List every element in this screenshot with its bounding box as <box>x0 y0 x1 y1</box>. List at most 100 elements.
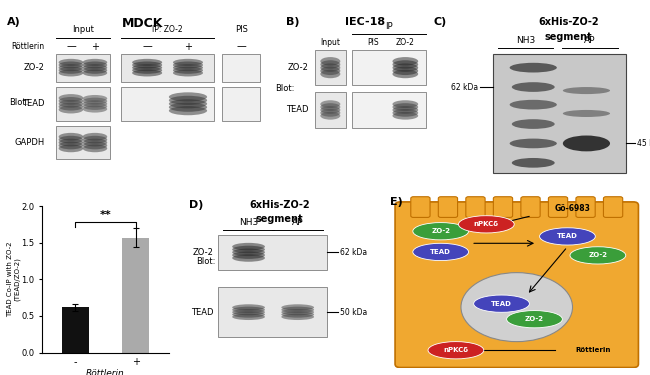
Ellipse shape <box>232 246 265 253</box>
Text: ZO-2: ZO-2 <box>431 228 450 234</box>
Ellipse shape <box>58 139 83 146</box>
Text: TEAD: TEAD <box>22 99 45 108</box>
Text: Blot:: Blot: <box>275 84 294 93</box>
Ellipse shape <box>458 216 514 233</box>
Ellipse shape <box>540 228 595 245</box>
Ellipse shape <box>393 106 418 114</box>
Text: ZO-2: ZO-2 <box>588 252 607 258</box>
Ellipse shape <box>132 67 162 74</box>
Ellipse shape <box>512 119 554 129</box>
Bar <box>218 235 327 270</box>
Text: 62 kDa: 62 kDa <box>339 248 367 257</box>
Ellipse shape <box>58 100 83 108</box>
Text: AP: AP <box>584 36 595 45</box>
Ellipse shape <box>320 57 341 66</box>
X-axis label: Röttlerin: Röttlerin <box>86 369 125 375</box>
Text: PIS: PIS <box>235 25 248 34</box>
Ellipse shape <box>83 64 107 71</box>
Ellipse shape <box>281 311 314 318</box>
Text: ZO-2: ZO-2 <box>525 316 544 322</box>
Ellipse shape <box>232 254 265 262</box>
Text: Input: Input <box>72 25 94 34</box>
Text: MDCK: MDCK <box>122 16 164 30</box>
Text: D): D) <box>188 200 203 210</box>
Ellipse shape <box>173 64 203 71</box>
FancyBboxPatch shape <box>395 202 638 368</box>
Text: segment: segment <box>545 32 592 42</box>
Ellipse shape <box>173 59 203 66</box>
Text: ZO-2: ZO-2 <box>396 39 415 48</box>
Ellipse shape <box>173 67 203 74</box>
Text: IEC-18: IEC-18 <box>344 16 385 27</box>
Ellipse shape <box>58 144 83 152</box>
Ellipse shape <box>58 133 83 141</box>
Ellipse shape <box>320 112 341 120</box>
Bar <box>56 87 111 120</box>
FancyBboxPatch shape <box>603 197 623 217</box>
Bar <box>121 54 214 82</box>
Text: A): A) <box>6 16 20 27</box>
Bar <box>56 126 111 159</box>
Text: TEAD: TEAD <box>491 301 512 307</box>
Ellipse shape <box>232 251 265 259</box>
Bar <box>222 87 261 120</box>
Ellipse shape <box>58 59 83 66</box>
Ellipse shape <box>393 63 418 72</box>
Ellipse shape <box>506 310 562 328</box>
Ellipse shape <box>232 314 265 320</box>
Text: —: — <box>142 42 152 51</box>
Text: B): B) <box>286 16 300 27</box>
Bar <box>56 54 111 82</box>
Ellipse shape <box>570 247 626 264</box>
Text: ZO-2: ZO-2 <box>288 63 309 72</box>
Ellipse shape <box>58 136 83 144</box>
Ellipse shape <box>393 57 418 66</box>
Ellipse shape <box>232 307 265 313</box>
Ellipse shape <box>58 64 83 71</box>
Text: 62 kDa: 62 kDa <box>451 82 478 92</box>
Ellipse shape <box>393 112 418 120</box>
Text: Röttlerin: Röttlerin <box>575 347 610 353</box>
Ellipse shape <box>320 109 341 117</box>
Ellipse shape <box>83 103 107 110</box>
Ellipse shape <box>320 67 341 75</box>
Ellipse shape <box>320 106 341 114</box>
Ellipse shape <box>393 100 418 108</box>
Text: TEAD: TEAD <box>430 249 451 255</box>
Text: 50 kDa: 50 kDa <box>339 308 367 316</box>
Bar <box>352 92 426 128</box>
Ellipse shape <box>320 60 341 69</box>
Ellipse shape <box>232 309 265 315</box>
FancyBboxPatch shape <box>493 197 513 217</box>
FancyBboxPatch shape <box>411 197 430 217</box>
Ellipse shape <box>83 105 107 112</box>
Ellipse shape <box>83 98 107 105</box>
Text: TEAD: TEAD <box>557 233 578 239</box>
Ellipse shape <box>281 304 314 310</box>
Ellipse shape <box>281 307 314 313</box>
Ellipse shape <box>83 67 107 74</box>
Text: IP: IP <box>385 22 393 31</box>
Ellipse shape <box>320 100 341 108</box>
Text: TEAD: TEAD <box>287 105 309 114</box>
Ellipse shape <box>563 135 610 152</box>
Ellipse shape <box>320 63 341 72</box>
Ellipse shape <box>132 62 162 69</box>
Ellipse shape <box>281 309 314 315</box>
Ellipse shape <box>58 67 83 74</box>
Text: 6xHis-ZO-2: 6xHis-ZO-2 <box>538 16 599 27</box>
Ellipse shape <box>510 139 557 148</box>
Ellipse shape <box>413 223 469 240</box>
Ellipse shape <box>563 110 610 117</box>
FancyBboxPatch shape <box>549 197 567 217</box>
Ellipse shape <box>83 62 107 69</box>
Text: IP: ZO-2: IP: ZO-2 <box>152 25 183 34</box>
Ellipse shape <box>169 106 207 115</box>
Text: NH3: NH3 <box>239 218 258 227</box>
Bar <box>122 238 150 352</box>
Ellipse shape <box>232 311 265 318</box>
Text: NH3: NH3 <box>516 36 535 45</box>
Bar <box>315 50 346 85</box>
Text: E): E) <box>390 197 403 207</box>
Text: —: — <box>237 42 246 51</box>
